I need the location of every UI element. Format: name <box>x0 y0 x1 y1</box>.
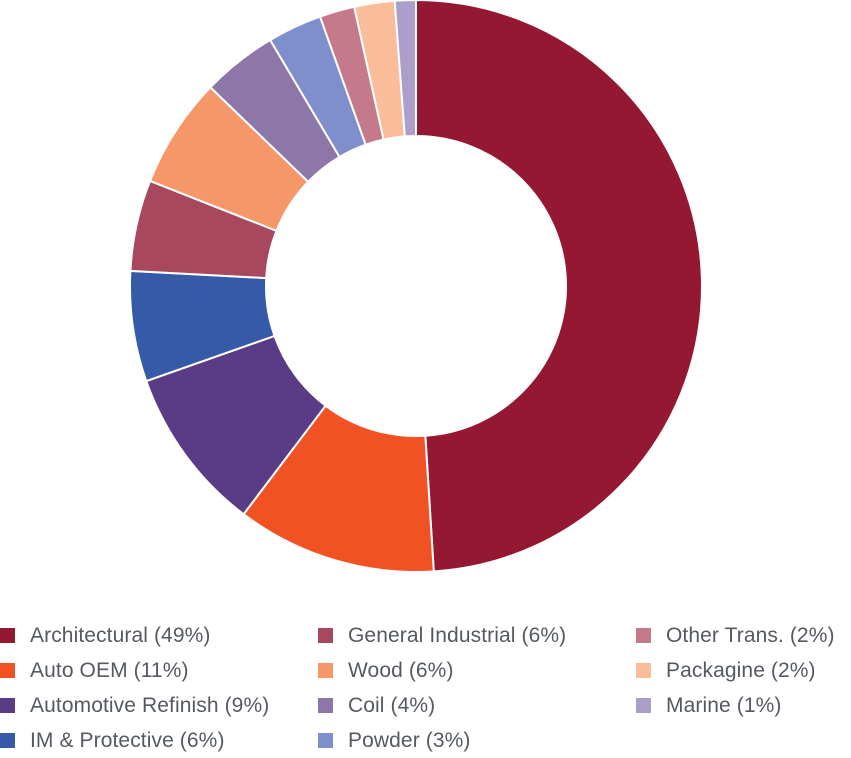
legend-item: Other Trans. (2%) <box>636 618 835 653</box>
legend-swatch <box>636 698 651 713</box>
legend-item: Auto OEM (11%) <box>0 653 189 688</box>
legend-item: Wood (6%) <box>318 653 454 688</box>
legend-swatch <box>318 733 333 748</box>
pie-slice-1 <box>415 0 703 573</box>
legend-label: Automotive Refinish (9%) <box>30 693 270 717</box>
legend-swatch <box>0 628 15 643</box>
legend-swatch <box>0 733 15 748</box>
legend-item: Powder (3%) <box>318 723 470 758</box>
pie-slice-11 <box>393 0 417 138</box>
legend-swatch <box>318 663 333 678</box>
legend-label: General Industrial (6%) <box>348 623 567 647</box>
legend-item: IM & Protective (6%) <box>0 723 225 758</box>
legend-label: Auto OEM (11%) <box>30 658 189 682</box>
legend-swatch <box>636 663 651 678</box>
legend-item: Packagine (2%) <box>636 653 816 688</box>
legend-label: Powder (3%) <box>348 728 471 752</box>
legend-item: Architectural (49%) <box>0 618 210 653</box>
legend-label: Coil (4%) <box>348 693 436 717</box>
legend-label: Wood (6%) <box>348 658 454 682</box>
legend-item: Coil (4%) <box>318 688 435 723</box>
legend-label: IM & Protective (6%) <box>30 728 225 752</box>
legend-item: Automotive Refinish (9%) <box>0 688 269 723</box>
legend-swatch <box>318 628 333 643</box>
donut-plot <box>129 0 703 573</box>
legend-label: Packagine (2%) <box>666 658 816 682</box>
legend-swatch <box>0 698 15 713</box>
legend-swatch <box>318 698 333 713</box>
chart-legend: Architectural (49%) Auto OEM (11%) Automot… <box>0 618 851 758</box>
legend-item: General Industrial (6%) <box>318 618 566 653</box>
legend-item: Marine (1%) <box>636 688 781 723</box>
legend-swatch <box>636 628 651 643</box>
legend-label: Architectural (49%) <box>30 623 211 647</box>
legend-label: Marine (1%) <box>666 693 782 717</box>
legend-label: Other Trans. (2%) <box>666 623 835 647</box>
legend-swatch <box>0 663 15 678</box>
